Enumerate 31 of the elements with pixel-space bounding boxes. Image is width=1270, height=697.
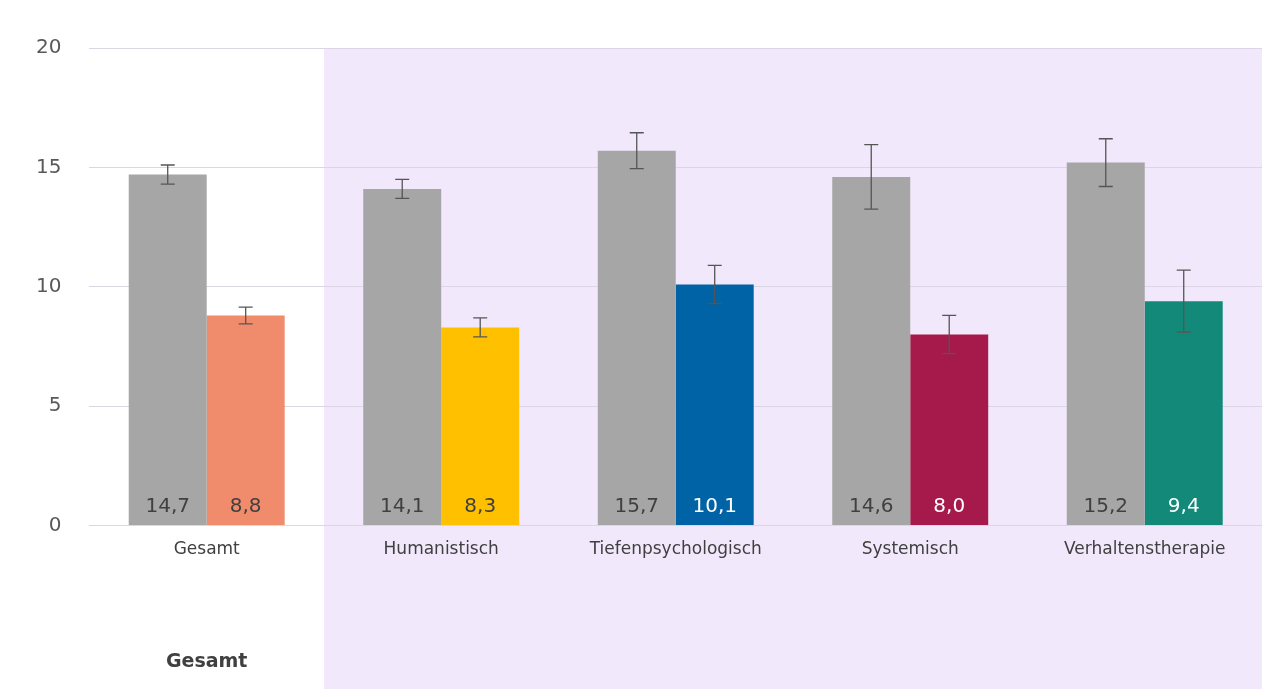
data-label: 14,1 [379,492,425,517]
bar [206,315,285,526]
bar [1144,301,1223,526]
data-label: 14,7 [145,492,190,517]
bar [1066,162,1145,526]
bar [832,176,911,526]
x-tick-label: Gesamt [173,538,241,559]
data-label: 8,3 [464,492,497,517]
y-tick-label: 0 [48,511,62,536]
x-tick-label: Humanistisch [383,538,499,559]
data-label: 9,4 [1167,492,1200,517]
bar [597,150,676,526]
y-tick-label: 10 [36,273,62,297]
y-tick-label: 5 [48,392,62,417]
bar [363,188,442,526]
x-tick-label: Verhaltenstherapie [1064,538,1226,559]
bar [675,284,754,526]
bar [910,334,989,526]
bar [441,327,520,526]
y-tick-label: 20 [36,34,62,59]
x-tick-label: Tiefenpsychologisch [588,538,762,559]
data-label: 15,2 [1083,492,1129,517]
data-label: 10,1 [692,492,737,517]
y-tick-label: 15 [36,153,62,178]
x-tick-label: Systemisch [861,538,959,559]
bar [128,174,207,526]
data-label: 15,7 [614,492,659,517]
data-label: 8,8 [229,492,262,517]
data-label: 14,6 [848,492,894,517]
text: Gesamt [165,649,248,671]
data-label: 8,0 [933,492,966,517]
